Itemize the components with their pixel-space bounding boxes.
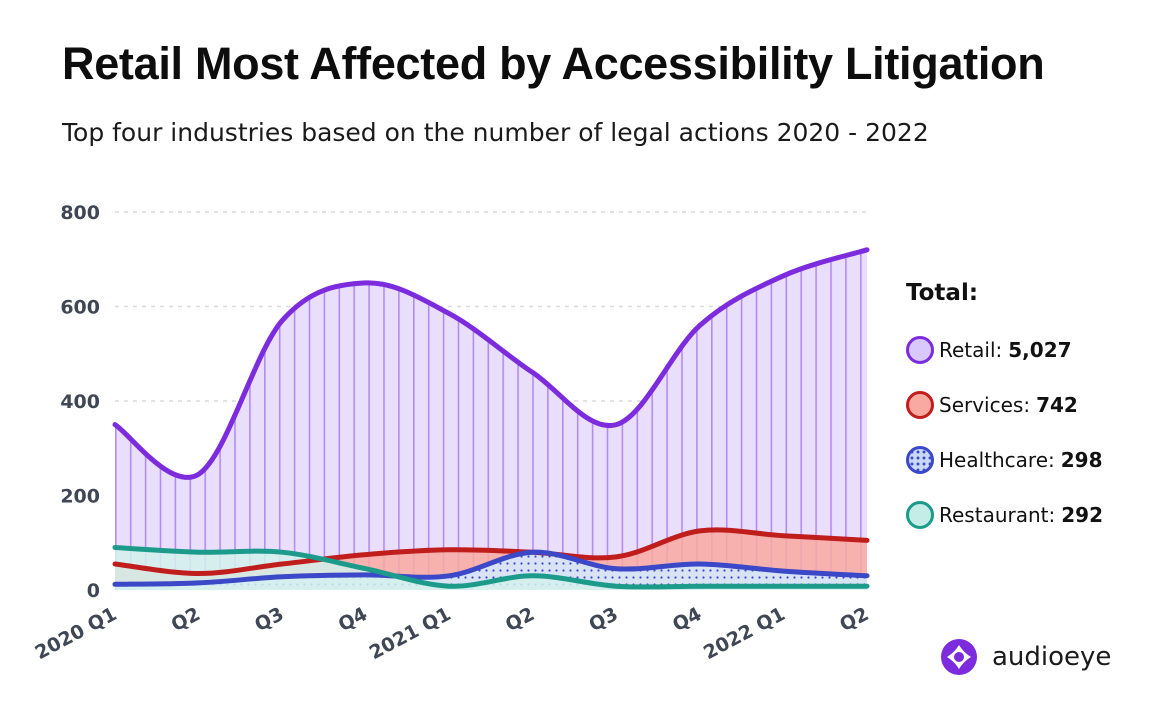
legend-value: 5,027 — [1008, 338, 1072, 362]
x-tick-label: 2022 Q1 — [700, 603, 789, 664]
legend-item-healthcare: Healthcare: 298 — [906, 445, 1103, 475]
legend-label: Restaurant: — [939, 503, 1056, 527]
brand-name: audioeye — [992, 642, 1112, 672]
legend-heading: Total: — [906, 280, 979, 306]
y-axis-ticks: 0 200 400 600 800 — [60, 202, 100, 602]
audioeye-logo-icon — [941, 639, 977, 675]
series-areas — [115, 249, 867, 591]
y-tick-label: 600 — [60, 297, 100, 319]
brand-logo: audioeye — [940, 638, 1111, 676]
legend-value: 292 — [1061, 503, 1103, 527]
legend-item-restaurant: Restaurant: 292 — [906, 500, 1103, 530]
restaurant-swatch-icon — [906, 501, 934, 529]
x-tick-label: Q3 — [251, 603, 287, 636]
chart-title: Retail Most Affected by Accessibility Li… — [62, 38, 1045, 89]
x-tick-label: 2021 Q1 — [366, 603, 455, 664]
x-tick-label: Q2 — [502, 603, 538, 636]
y-tick-label: 200 — [60, 486, 100, 508]
legend-label: Healthcare: — [939, 448, 1055, 472]
line-healthcare — [112, 549, 870, 587]
line-restaurant — [112, 545, 870, 590]
retail-swatch-icon — [906, 336, 934, 364]
y-tick-label: 800 — [60, 202, 100, 224]
area-retail — [115, 249, 867, 591]
legend-label: Services: — [939, 393, 1031, 417]
legend-label: Retail: — [939, 338, 1003, 362]
healthcare-swatch-icon — [906, 446, 934, 474]
x-tick-label: Q2 — [836, 603, 872, 636]
legend-value: 742 — [1036, 393, 1078, 417]
line-services — [112, 527, 870, 576]
series-lines — [112, 247, 870, 590]
x-tick-label: Q4 — [669, 603, 705, 636]
legend-item-retail: Retail: 5,027 — [906, 335, 1072, 365]
y-tick-label: 400 — [60, 391, 100, 413]
legend-value: 298 — [1060, 448, 1103, 472]
y-tick-label: 0 — [87, 580, 100, 602]
area-restaurant — [115, 547, 867, 590]
x-tick-label: 2020 Q1 — [32, 603, 121, 664]
line-retail — [112, 247, 870, 480]
x-tick-label: Q2 — [168, 603, 204, 636]
legend-item-services: Services: 742 — [906, 390, 1078, 420]
x-tick-label: Q3 — [585, 603, 621, 636]
chart-subtitle: Top four industries based on the number … — [62, 118, 929, 147]
services-swatch-icon — [906, 391, 934, 419]
x-tick-label: Q4 — [335, 603, 371, 636]
